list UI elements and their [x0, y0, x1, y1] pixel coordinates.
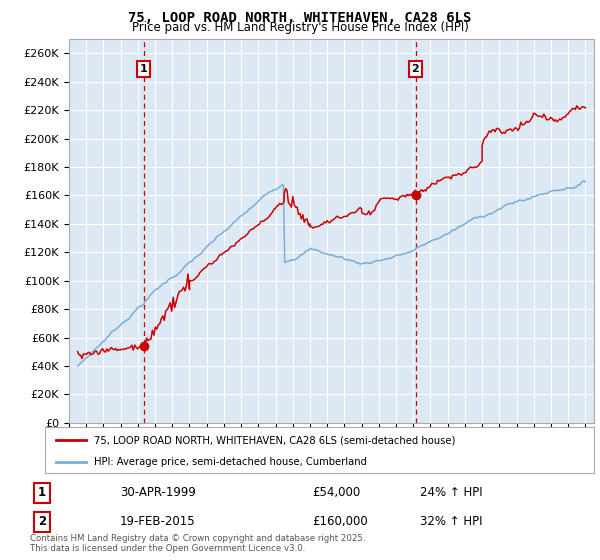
Text: 24% ↑ HPI: 24% ↑ HPI	[420, 486, 482, 500]
Text: Contains HM Land Registry data © Crown copyright and database right 2025.
This d: Contains HM Land Registry data © Crown c…	[30, 534, 365, 553]
Text: HPI: Average price, semi-detached house, Cumberland: HPI: Average price, semi-detached house,…	[94, 457, 367, 466]
Text: 19-FEB-2015: 19-FEB-2015	[120, 515, 196, 529]
Text: 1: 1	[38, 486, 46, 500]
Text: 2: 2	[412, 64, 419, 74]
Text: 1: 1	[140, 64, 148, 74]
Text: £160,000: £160,000	[312, 515, 368, 529]
Text: Price paid vs. HM Land Registry's House Price Index (HPI): Price paid vs. HM Land Registry's House …	[131, 21, 469, 34]
Text: 2: 2	[38, 515, 46, 529]
Text: 75, LOOP ROAD NORTH, WHITEHAVEN, CA28 6LS: 75, LOOP ROAD NORTH, WHITEHAVEN, CA28 6L…	[128, 11, 472, 25]
Text: 30-APR-1999: 30-APR-1999	[120, 486, 196, 500]
Text: 75, LOOP ROAD NORTH, WHITEHAVEN, CA28 6LS (semi-detached house): 75, LOOP ROAD NORTH, WHITEHAVEN, CA28 6L…	[94, 435, 456, 445]
Text: £54,000: £54,000	[312, 486, 360, 500]
Text: 32% ↑ HPI: 32% ↑ HPI	[420, 515, 482, 529]
